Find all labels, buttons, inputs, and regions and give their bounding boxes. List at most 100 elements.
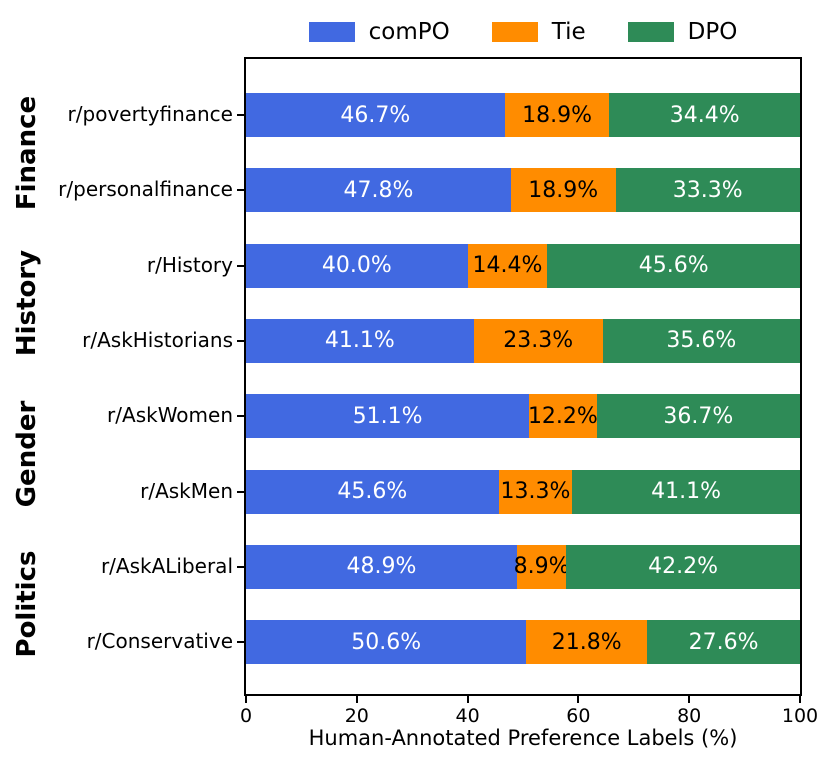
bar-value-label: 23.3%: [503, 328, 574, 354]
bar-segment-Tie: 23.3%: [473, 318, 603, 363]
bar-row: 45.6% 13.3% 41.1%: [246, 469, 800, 514]
bar-segment-comPO: 48.9%: [246, 544, 517, 589]
bar-value-label: 12.2%: [527, 403, 598, 429]
legend-swatch-icon: [491, 22, 538, 42]
group-label-Finance: Finance: [12, 95, 42, 210]
y-tick-label: r/AskMen: [140, 478, 233, 503]
y-tick-mark: [237, 264, 244, 267]
y-tick-label: r/History: [146, 252, 233, 277]
bar-value-label: 47.8%: [343, 177, 414, 203]
legend-label: DPO: [687, 18, 738, 45]
x-tick-mark: [466, 696, 469, 703]
y-tick-mark: [237, 490, 244, 493]
bar-segment-DPO: 34.4%: [609, 93, 800, 137]
bar-row: 48.9% 8.9% 42.2%: [246, 544, 800, 589]
bar-value-label: 45.6%: [638, 253, 709, 279]
bar-segment-Tie: 21.8%: [526, 620, 648, 665]
group-label-Gender: Gender: [12, 400, 42, 508]
y-tick-label: r/AskWomen: [107, 403, 233, 428]
x-tick-label: 60: [566, 705, 591, 727]
bar-value-label: 46.7%: [340, 102, 411, 128]
bar-row: 51.1% 12.2% 36.7%: [246, 394, 800, 439]
group-label-Politics: Politics: [12, 550, 42, 658]
bar-value-label: 18.9%: [522, 102, 592, 128]
bar-segment-DPO: 41.1%: [572, 469, 800, 514]
bar-segment-Tie: 12.2%: [527, 394, 598, 439]
y-tick-mark: [237, 339, 244, 342]
bar-segment-comPO: 47.8%: [246, 168, 511, 213]
bar-segment-Tie: 18.9%: [510, 168, 616, 213]
bar-value-label: 42.2%: [648, 554, 719, 580]
bar-value-label: 13.3%: [500, 479, 571, 504]
legend: comPO Tie DPO: [246, 10, 800, 54]
x-tick-mark: [355, 696, 358, 703]
bar-value-label: 33.3%: [672, 177, 743, 203]
bar-value-label: 36.7%: [663, 403, 734, 429]
y-tick-label: r/Conservative: [86, 629, 233, 654]
x-tick-mark: [799, 696, 801, 703]
bar-segment-comPO: 50.6%: [246, 620, 527, 665]
bar-segment-DPO: 42.2%: [566, 544, 800, 589]
x-tick-label: 100: [781, 705, 819, 727]
x-tick-label: 20: [344, 705, 369, 727]
legend-item-comPO: comPO: [308, 18, 450, 45]
y-tick-mark: [237, 415, 244, 418]
bar-value-label: 40.0%: [321, 253, 392, 279]
bar-value-label: 8.9%: [513, 554, 570, 580]
y-tick-label: r/AskALiberal: [100, 553, 233, 578]
x-tick-label: 0: [239, 705, 253, 727]
bar-segment-Tie: 18.9%: [504, 93, 610, 137]
bar-segment-comPO: 51.1%: [246, 394, 530, 439]
bar-value-label: 34.4%: [669, 102, 740, 128]
x-tick-label: 80: [677, 705, 702, 727]
bar-value-label: 41.1%: [324, 328, 395, 354]
x-axis-title: Human-Annotated Preference Labels (%): [308, 726, 738, 750]
bar-segment-DPO: 27.6%: [647, 620, 800, 665]
bar-row: 40.0% 14.4% 45.6%: [246, 243, 800, 288]
y-tick-mark: [237, 641, 244, 644]
bar-segment-Tie: 14.4%: [467, 243, 548, 288]
bar-row: 47.8% 18.9% 33.3%: [246, 168, 800, 213]
y-tick-mark: [237, 565, 244, 568]
bar-segment-Tie: 13.3%: [498, 469, 573, 514]
legend-swatch-icon: [308, 22, 355, 42]
y-tick-label: r/povertyfinance: [67, 102, 233, 126]
y-tick-label: r/personalfinance: [58, 177, 233, 202]
bar-segment-comPO: 40.0%: [246, 243, 468, 288]
bar-segment-DPO: 35.6%: [602, 318, 800, 363]
bar-value-label: 18.9%: [528, 177, 599, 203]
legend-swatch-icon: [627, 22, 674, 42]
legend-label: comPO: [368, 18, 450, 45]
x-tick-mark: [688, 696, 691, 703]
bar-value-label: 21.8%: [551, 629, 622, 655]
bar-segment-DPO: 45.6%: [547, 243, 800, 288]
y-tick-mark: [237, 114, 244, 116]
plot-area: [244, 57, 802, 696]
legend-item-Tie: Tie: [491, 18, 586, 45]
bar-value-label: 51.1%: [352, 403, 423, 429]
y-tick-label: r/AskHistorians: [82, 327, 233, 352]
x-tick-label: 40: [455, 705, 480, 727]
legend-item-DPO: DPO: [627, 18, 738, 45]
bar-segment-comPO: 41.1%: [246, 318, 474, 363]
group-label-History: History: [12, 250, 42, 357]
bar-row: 41.1% 23.3% 35.6%: [246, 318, 800, 363]
bar-row: 46.7% 18.9% 34.4%: [246, 93, 800, 137]
bar-segment-DPO: 33.3%: [615, 168, 800, 213]
bar-value-label: 41.1%: [651, 479, 722, 504]
bar-value-label: 27.6%: [688, 629, 759, 655]
x-tick-mark: [577, 696, 580, 703]
legend-label: Tie: [551, 18, 586, 45]
x-tick-mark: [245, 696, 247, 703]
bar-segment-comPO: 46.7%: [246, 93, 505, 137]
bar-value-label: 50.6%: [351, 629, 422, 655]
bar-value-label: 35.6%: [666, 328, 737, 354]
bar-value-label: 48.9%: [346, 554, 417, 580]
bar-segment-DPO: 36.7%: [596, 394, 800, 439]
bar-row: 50.6% 21.8% 27.6%: [246, 620, 800, 665]
bar-segment-comPO: 45.6%: [246, 469, 499, 514]
bar-segment-Tie: 8.9%: [514, 544, 570, 589]
y-tick-mark: [237, 189, 244, 192]
bar-value-label: 45.6%: [337, 479, 408, 504]
